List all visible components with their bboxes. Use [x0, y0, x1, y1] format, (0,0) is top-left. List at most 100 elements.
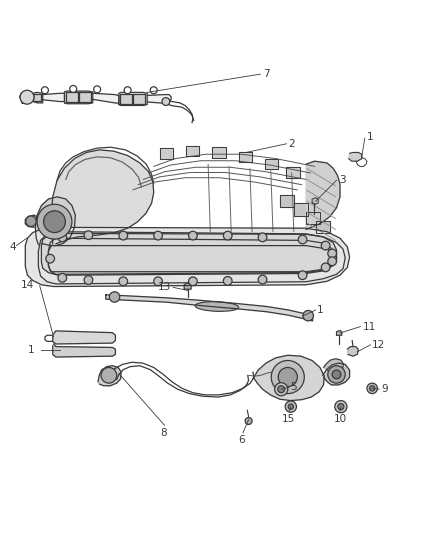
Polygon shape	[322, 363, 350, 385]
Text: 1: 1	[28, 345, 34, 355]
Circle shape	[150, 87, 157, 94]
Polygon shape	[93, 93, 119, 103]
Text: 9: 9	[381, 384, 388, 394]
Polygon shape	[286, 167, 300, 177]
Text: 2: 2	[289, 139, 295, 149]
Circle shape	[258, 275, 267, 284]
Polygon shape	[349, 152, 362, 161]
Polygon shape	[253, 356, 324, 400]
Polygon shape	[48, 246, 336, 272]
Polygon shape	[306, 161, 340, 230]
Polygon shape	[160, 148, 173, 158]
Circle shape	[119, 277, 127, 286]
Polygon shape	[43, 93, 64, 102]
Polygon shape	[280, 195, 294, 207]
Circle shape	[58, 273, 67, 282]
Polygon shape	[35, 197, 75, 246]
Circle shape	[94, 86, 101, 93]
Circle shape	[223, 277, 232, 285]
Polygon shape	[119, 92, 147, 106]
Circle shape	[367, 383, 378, 393]
Circle shape	[42, 87, 48, 94]
Polygon shape	[33, 94, 41, 101]
Circle shape	[26, 216, 36, 227]
Polygon shape	[347, 346, 358, 356]
Circle shape	[298, 235, 307, 244]
Polygon shape	[106, 295, 313, 321]
Circle shape	[70, 85, 77, 92]
Circle shape	[275, 383, 288, 396]
Polygon shape	[98, 366, 121, 386]
Polygon shape	[64, 91, 93, 104]
Polygon shape	[25, 215, 39, 228]
Circle shape	[119, 231, 127, 240]
Circle shape	[37, 204, 72, 239]
Text: 1: 1	[367, 132, 374, 142]
Text: 5: 5	[290, 383, 297, 392]
Polygon shape	[212, 147, 226, 158]
Circle shape	[188, 277, 197, 286]
Text: 15: 15	[282, 414, 295, 424]
Circle shape	[110, 292, 120, 302]
Circle shape	[338, 403, 344, 410]
Ellipse shape	[195, 302, 239, 311]
Text: 6: 6	[238, 435, 245, 446]
Text: 8: 8	[160, 427, 166, 438]
Circle shape	[20, 90, 34, 104]
Circle shape	[278, 386, 285, 393]
Polygon shape	[120, 94, 132, 104]
Polygon shape	[323, 359, 343, 372]
Circle shape	[332, 370, 341, 379]
Polygon shape	[48, 238, 334, 274]
Circle shape	[162, 98, 170, 106]
Polygon shape	[20, 92, 34, 103]
Circle shape	[84, 276, 93, 284]
Circle shape	[328, 366, 345, 383]
Circle shape	[370, 386, 375, 391]
Circle shape	[245, 417, 252, 424]
Circle shape	[335, 400, 347, 413]
Text: 11: 11	[363, 321, 376, 332]
Circle shape	[285, 401, 297, 413]
Circle shape	[271, 360, 304, 393]
Polygon shape	[336, 330, 342, 335]
Circle shape	[298, 271, 307, 279]
Text: 7: 7	[263, 69, 270, 79]
Circle shape	[188, 231, 197, 240]
Polygon shape	[294, 204, 308, 215]
Polygon shape	[147, 94, 171, 103]
Circle shape	[303, 310, 314, 321]
Circle shape	[154, 277, 162, 286]
Polygon shape	[306, 212, 320, 224]
Polygon shape	[186, 146, 199, 156]
Polygon shape	[32, 92, 43, 103]
Text: 10: 10	[333, 414, 346, 424]
Polygon shape	[312, 198, 318, 204]
Circle shape	[154, 231, 162, 240]
Text: 14: 14	[21, 280, 34, 290]
Polygon shape	[184, 283, 191, 289]
Polygon shape	[316, 221, 329, 233]
Circle shape	[58, 233, 67, 241]
Circle shape	[223, 231, 232, 240]
Polygon shape	[42, 233, 336, 275]
Polygon shape	[53, 344, 116, 357]
Polygon shape	[79, 92, 91, 102]
Circle shape	[328, 249, 336, 258]
Text: 1: 1	[317, 305, 324, 315]
Text: 13: 13	[158, 282, 171, 293]
Circle shape	[124, 87, 131, 94]
Circle shape	[278, 367, 297, 386]
Circle shape	[321, 241, 330, 250]
Circle shape	[321, 263, 330, 272]
Text: 4: 4	[9, 242, 16, 252]
Polygon shape	[39, 232, 345, 284]
Polygon shape	[133, 94, 145, 104]
Circle shape	[44, 211, 65, 232]
Polygon shape	[25, 228, 350, 287]
Circle shape	[288, 404, 293, 409]
Circle shape	[258, 233, 267, 241]
Polygon shape	[265, 158, 278, 169]
Circle shape	[46, 254, 54, 263]
Circle shape	[84, 231, 93, 239]
